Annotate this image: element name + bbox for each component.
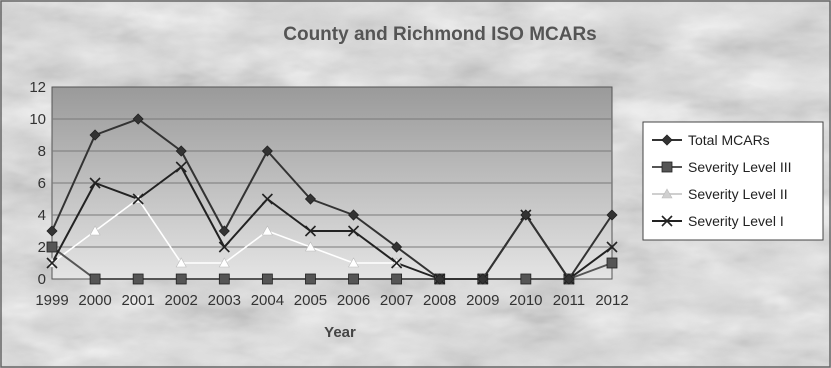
legend-item: Severity Level III bbox=[652, 159, 792, 175]
data-point bbox=[520, 273, 532, 285]
series-line-1 bbox=[51, 246, 613, 280]
x-tick-label: 2005 bbox=[294, 292, 327, 309]
y-tick-label: 10 bbox=[29, 111, 46, 128]
data-point bbox=[261, 273, 273, 285]
legend-label: Severity Level I bbox=[688, 213, 784, 229]
data-point bbox=[89, 177, 101, 189]
data-point bbox=[89, 129, 101, 141]
legend-marker bbox=[661, 161, 673, 173]
x-tick-label: 2003 bbox=[208, 292, 241, 309]
y-tick-label: 0 bbox=[38, 271, 46, 288]
data-point bbox=[46, 241, 58, 253]
series-markers bbox=[46, 113, 618, 285]
y-tick-label: 8 bbox=[38, 143, 46, 160]
data-point bbox=[304, 193, 317, 205]
data-point bbox=[218, 225, 230, 237]
data-point bbox=[391, 257, 403, 269]
data-point bbox=[305, 273, 316, 285]
legend-marker bbox=[661, 188, 673, 199]
legend-item: Severity Level I bbox=[652, 213, 784, 229]
data-point bbox=[89, 273, 101, 285]
data-point bbox=[218, 257, 230, 268]
legend-label: Severity Level III bbox=[688, 159, 792, 175]
x-tick-label: 2011 bbox=[553, 292, 585, 309]
legend-label: Total MCARs bbox=[688, 132, 770, 148]
legend-item: Severity Level II bbox=[652, 186, 788, 202]
data-point bbox=[304, 241, 316, 252]
x-tick-label: 2007 bbox=[380, 292, 413, 309]
data-point bbox=[218, 241, 230, 253]
x-tick-label: 2012 bbox=[595, 292, 628, 309]
data-point bbox=[434, 273, 446, 285]
data-point bbox=[347, 225, 360, 237]
data-point bbox=[261, 225, 273, 236]
data-point bbox=[89, 225, 101, 236]
data-point bbox=[563, 273, 575, 285]
x-tick-label: 2006 bbox=[337, 292, 370, 309]
data-point bbox=[132, 273, 144, 285]
series-lines bbox=[51, 118, 613, 280]
series-line-0 bbox=[51, 118, 613, 280]
data-point bbox=[606, 257, 618, 269]
x-tick-label: 2010 bbox=[509, 292, 542, 309]
y-tick-label: 12 bbox=[29, 79, 46, 96]
y-tick-label: 6 bbox=[38, 175, 46, 192]
x-tick-label: 2002 bbox=[165, 292, 198, 309]
data-point bbox=[175, 273, 187, 285]
data-point bbox=[46, 225, 58, 237]
legend-label: Severity Level II bbox=[688, 186, 788, 202]
legend-marker bbox=[661, 134, 673, 146]
legend-item: Total MCARs bbox=[652, 132, 770, 148]
data-point bbox=[606, 241, 618, 253]
data-point bbox=[348, 257, 360, 268]
y-tick-label: 2 bbox=[38, 239, 46, 256]
x-tick-label: 2001 bbox=[121, 292, 154, 309]
x-tick-label: 2009 bbox=[466, 292, 499, 309]
data-point bbox=[261, 145, 273, 157]
data-point bbox=[391, 241, 403, 253]
x-tick-label: 2008 bbox=[423, 292, 456, 309]
data-point bbox=[132, 113, 144, 125]
data-point bbox=[132, 193, 144, 205]
data-point bbox=[606, 209, 618, 221]
x-tick-label: 1999 bbox=[35, 292, 68, 309]
data-point bbox=[347, 209, 360, 221]
data-point bbox=[175, 145, 187, 157]
x-axis-ticks: 1999 2000 2001 2002 2003 2004 2005 2006 2007 2008… bbox=[35, 292, 628, 309]
x-axis-label: Year bbox=[324, 324, 356, 341]
chart-title: County and Richmond ISO MCARs bbox=[283, 24, 597, 45]
legend: Total MCARs Severity Level III Severity Le… bbox=[642, 121, 824, 241]
data-point bbox=[304, 225, 317, 237]
y-tick-label: 4 bbox=[38, 207, 46, 224]
data-point bbox=[348, 273, 359, 285]
data-point bbox=[391, 273, 403, 285]
legend-box bbox=[642, 121, 824, 241]
legend-marker bbox=[661, 215, 673, 227]
data-point bbox=[261, 193, 273, 205]
x-tick-label: 2004 bbox=[251, 292, 284, 309]
data-point bbox=[175, 257, 187, 268]
gridlines bbox=[52, 118, 612, 248]
data-point bbox=[218, 273, 230, 285]
x-tick-label: 2000 bbox=[78, 292, 111, 309]
data-point bbox=[477, 273, 489, 285]
data-point bbox=[46, 257, 58, 269]
y-axis-ticks: 0 2 4 6 8 10 12 bbox=[29, 79, 46, 288]
data-point bbox=[520, 209, 532, 221]
data-point bbox=[175, 161, 187, 173]
